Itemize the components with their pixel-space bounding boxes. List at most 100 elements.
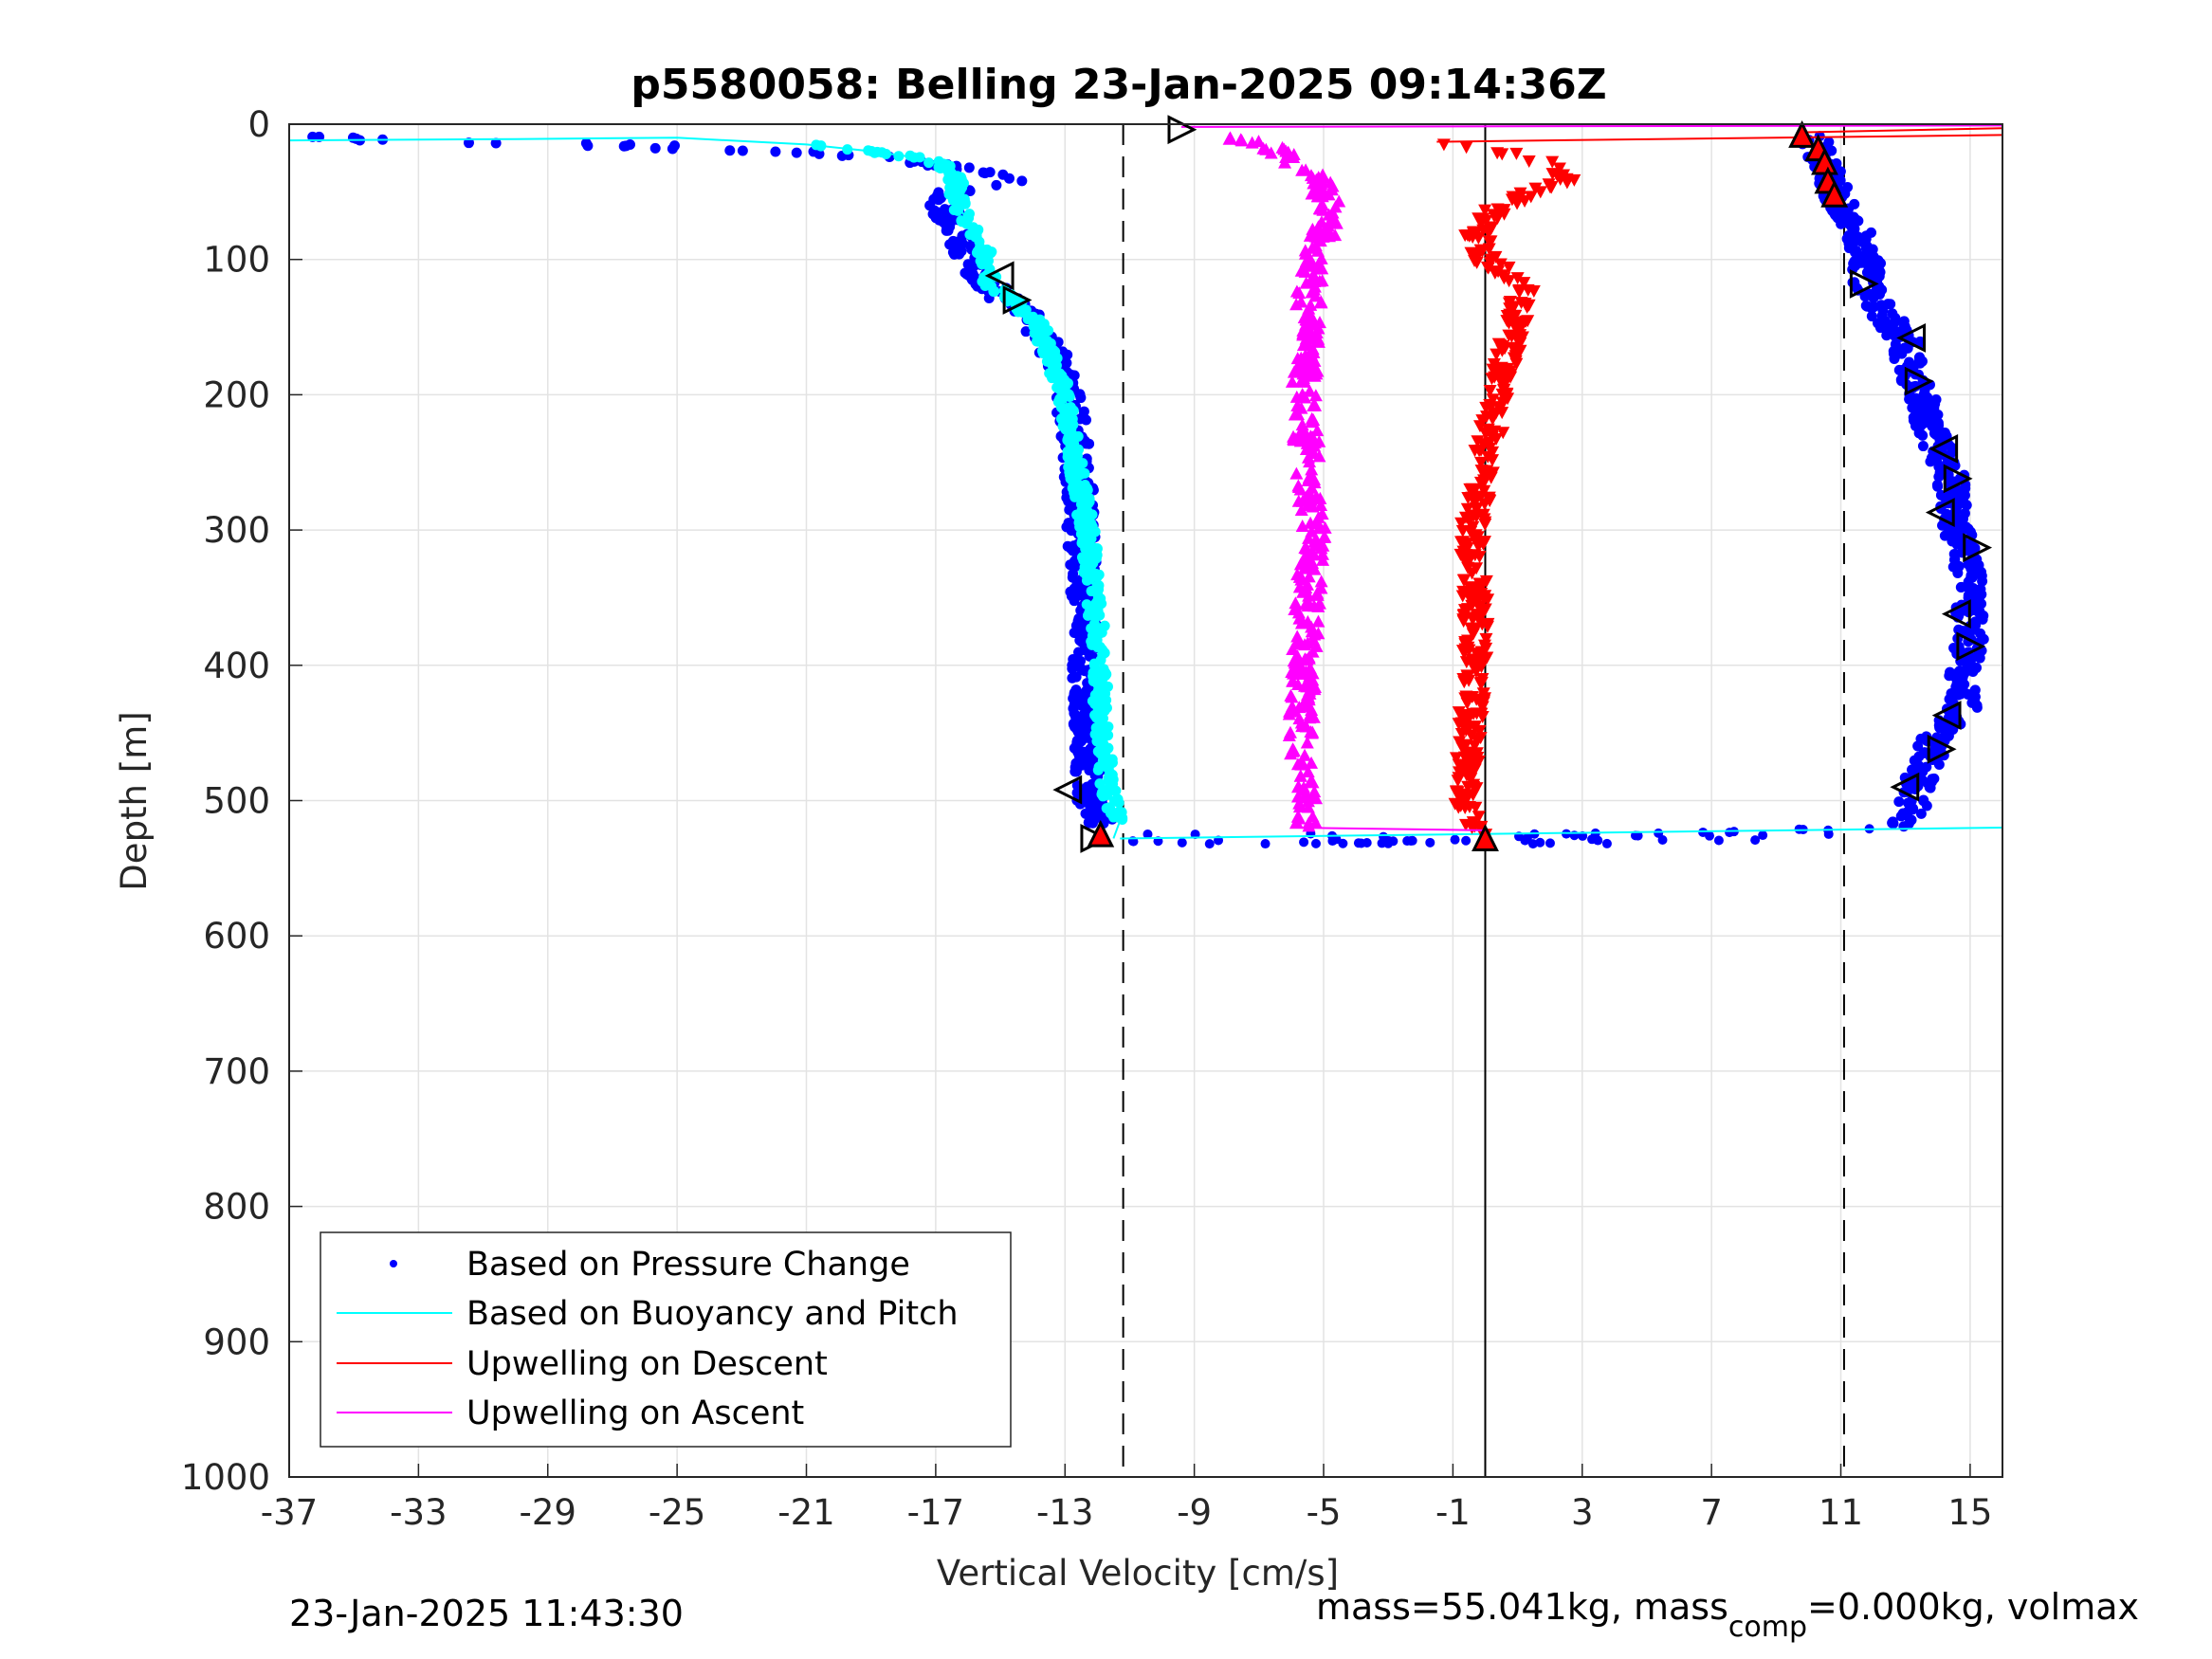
pressure-change-point <box>1069 595 1080 607</box>
upwelling-descent-point <box>1457 574 1472 587</box>
upwelling-descent-point <box>1476 438 1490 451</box>
pressure-change-point <box>1921 800 1932 811</box>
pressure-change-point <box>770 146 781 157</box>
pressure-change-point <box>1956 486 1967 498</box>
upwelling-descent-point <box>1457 609 1472 622</box>
upwelling-descent-point <box>1512 331 1526 344</box>
upwelling-descent-point <box>1456 717 1471 730</box>
upwelling-descent-point <box>1465 581 1479 594</box>
upwelling-ascent-point <box>1314 574 1328 588</box>
upwelling-ascent-point <box>1285 665 1299 678</box>
pressure-change-point <box>1084 798 1095 810</box>
upwelling-descent-point <box>1545 181 1559 194</box>
upwelling-descent-point <box>1463 483 1477 496</box>
pressure-change-point <box>1952 567 1964 578</box>
legend-box <box>320 1231 1012 1448</box>
pressure-change-point <box>1545 838 1555 848</box>
legend-entry-pressure: Based on Pressure Change <box>466 1246 910 1284</box>
upwelling-descent-point <box>1478 516 1492 529</box>
event-marker <box>984 261 1015 291</box>
upwelling-ascent-point <box>1327 215 1342 228</box>
upwelling-descent-point <box>1466 789 1480 802</box>
upwelling-ascent-point <box>1293 557 1307 571</box>
upwelling-ascent-point <box>1305 463 1319 476</box>
pressure-change-point <box>1654 828 1664 838</box>
pressure-change-point <box>724 145 736 156</box>
upwelling-ascent-point <box>1286 744 1300 757</box>
pressure-change-point <box>1927 774 1938 785</box>
upwelling-descent-point <box>1524 191 1538 204</box>
upwelling-ascent-point <box>1310 190 1325 203</box>
upwelling-ascent-point <box>1314 581 1328 594</box>
upwelling-ascent-point <box>1295 388 1309 401</box>
pressure-change-point <box>1087 817 1098 829</box>
pressure-change-point <box>1950 682 1962 693</box>
upwelling-ascent-point <box>1287 365 1301 378</box>
upwelling-descent-point <box>1476 224 1490 237</box>
upwelling-descent-point <box>1472 420 1487 433</box>
pressure-change-point <box>1088 808 1099 819</box>
pressure-change-point <box>1863 288 1874 300</box>
upwelling-descent-point <box>1459 738 1473 752</box>
upwelling-descent-point <box>1479 632 1493 646</box>
upwelling-ascent-point <box>1311 510 1325 523</box>
buoyancy-pitch-point <box>947 194 959 206</box>
pressure-change-point <box>1969 684 1981 696</box>
buoyancy-pitch-point <box>1045 337 1056 349</box>
upwelling-ascent-point <box>1223 131 1237 144</box>
pressure-change-point <box>1070 560 1082 572</box>
event-marker <box>1849 268 1879 299</box>
footer-timestamp: 23-Jan-2025 11:43:30 <box>289 1593 684 1634</box>
pressure-change-point <box>1866 311 1877 322</box>
pressure-change-point <box>1407 835 1417 846</box>
event-marker <box>1890 772 1920 802</box>
upwelling-ascent-point <box>1256 141 1271 155</box>
buoyancy-pitch-point <box>1082 569 1093 580</box>
upwelling-descent-point <box>1481 450 1495 464</box>
event-marker <box>1956 631 1986 662</box>
upwelling-descent-point <box>1458 511 1472 524</box>
upwelling-ascent-point <box>1305 411 1319 425</box>
x-tick-label: -13 <box>1036 1492 1093 1533</box>
upwelling-ascent-point <box>1289 284 1304 298</box>
pressure-change-point <box>1929 428 1940 439</box>
pressure-change-point <box>1074 759 1086 771</box>
pressure-change-point <box>1331 834 1342 845</box>
upwelling-descent-point <box>1453 736 1467 749</box>
upwelling-descent-point <box>1495 148 1509 161</box>
pressure-change-point <box>1963 523 1974 535</box>
upwelling-descent-point <box>1550 170 1564 183</box>
pressure-change-point <box>1918 401 1929 412</box>
pressure-change-point <box>1823 829 1834 839</box>
axes: -37 -33 -29 -25 -21 -17 -13 -9 -5 -1 3 7 11 150100200… <box>181 104 2003 1533</box>
pressure-change-point <box>1958 497 1969 508</box>
upwelling-descent-point <box>1484 235 1498 248</box>
buoyancy-pitch-point <box>954 202 965 213</box>
buoyancy-pitch-point <box>1089 709 1101 720</box>
pressure-change-point <box>1081 414 1092 426</box>
pressure-change-point <box>1890 338 1901 350</box>
upwelling-ascent-point <box>1300 736 1314 749</box>
pressure-change-point <box>1067 660 1078 671</box>
pressure-change-point <box>1069 707 1080 719</box>
upwelling-descent-point <box>1459 542 1473 556</box>
pressure-change-point <box>1893 796 1905 808</box>
buoyancy-pitch-point <box>935 162 946 173</box>
y-tick-label: 1000 <box>181 1457 270 1498</box>
pressure-change-point <box>1925 456 1936 467</box>
event-marker <box>1931 701 1962 731</box>
buoyancy-pitch-point <box>1096 680 1107 691</box>
x-tick-label: -25 <box>649 1492 705 1533</box>
pressure-change-point <box>1978 611 1989 622</box>
upwelling-ascent-line <box>1297 827 1486 831</box>
buoyancy-pitch-point <box>1055 413 1067 425</box>
event-marker <box>1925 498 1955 527</box>
pressure-change-point <box>1016 175 1028 187</box>
x-tick-label: -1 <box>1435 1492 1471 1533</box>
pressure-change-point <box>1260 839 1271 849</box>
upwelling-ascent-point <box>1308 289 1323 302</box>
upwelling-descent-point <box>1473 476 1488 489</box>
event-marker <box>1002 285 1033 315</box>
red-event-marker <box>1087 819 1115 848</box>
pressure-change-point <box>1072 742 1084 754</box>
